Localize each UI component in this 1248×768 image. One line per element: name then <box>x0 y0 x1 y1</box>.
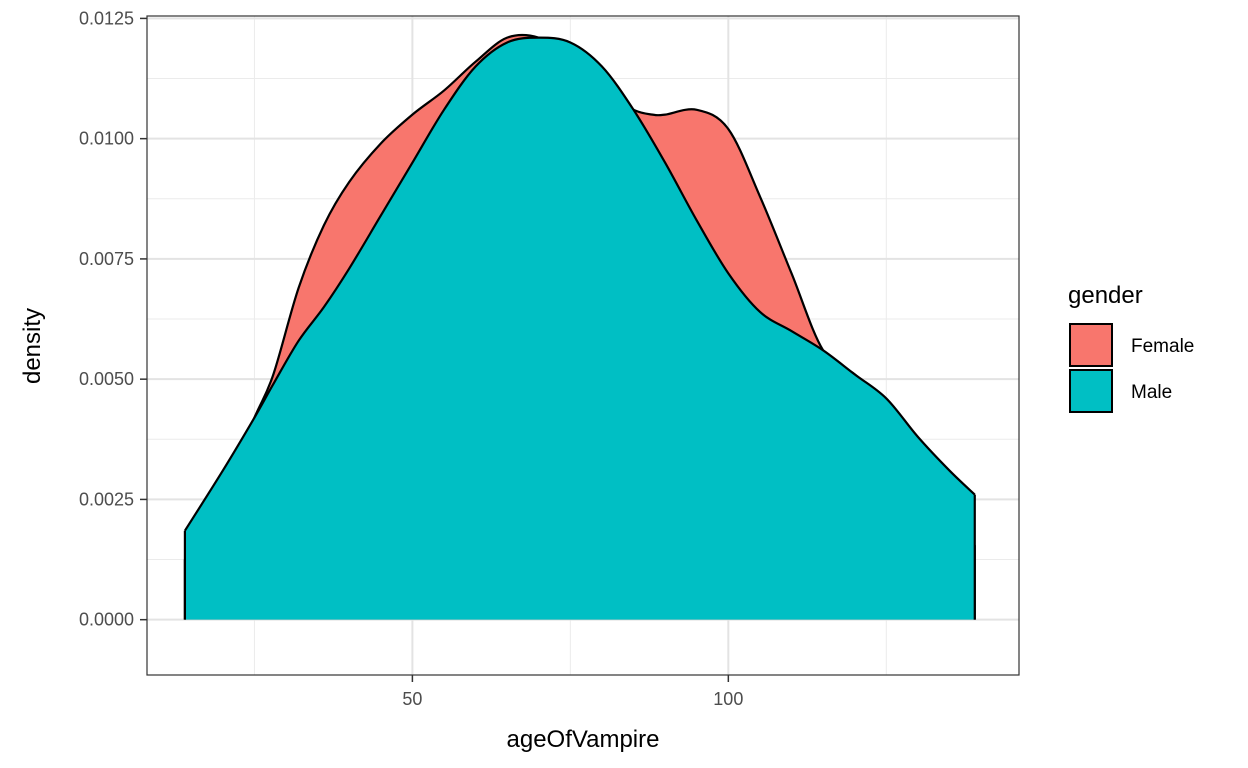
density-line-male <box>183 36 976 620</box>
y-tick-label: 0.0000 <box>79 610 134 630</box>
legend-label-female: Female <box>1131 336 1194 357</box>
x-tick-label: 50 <box>402 689 422 709</box>
plot-border <box>146 15 1020 676</box>
y-tick-label: 0.0075 <box>79 249 134 269</box>
y-tick-label: 0.0100 <box>79 129 134 149</box>
density-area-male <box>184 37 975 620</box>
legend-items: Female Male <box>1069 323 1194 413</box>
legend-title: gender <box>1068 282 1143 309</box>
axis-ticks: 50 100 0.0000 0.0025 0.0050 0.0075 0.0100 0.012… <box>79 8 743 709</box>
legend: gender Female Male <box>1068 282 1194 413</box>
x-axis-title: ageOfVampire <box>507 726 660 753</box>
y-tick-label: 0.0050 <box>79 369 134 389</box>
y-tick-label: 0.0125 <box>79 8 134 28</box>
y-axis-title: density <box>19 308 46 384</box>
density-series <box>183 33 976 620</box>
legend-key-male <box>1069 369 1113 413</box>
legend-key-female <box>1069 323 1113 367</box>
x-tick-label: 100 <box>713 689 743 709</box>
legend-label-male: Male <box>1131 382 1172 403</box>
y-tick-label: 0.0025 <box>79 489 134 509</box>
